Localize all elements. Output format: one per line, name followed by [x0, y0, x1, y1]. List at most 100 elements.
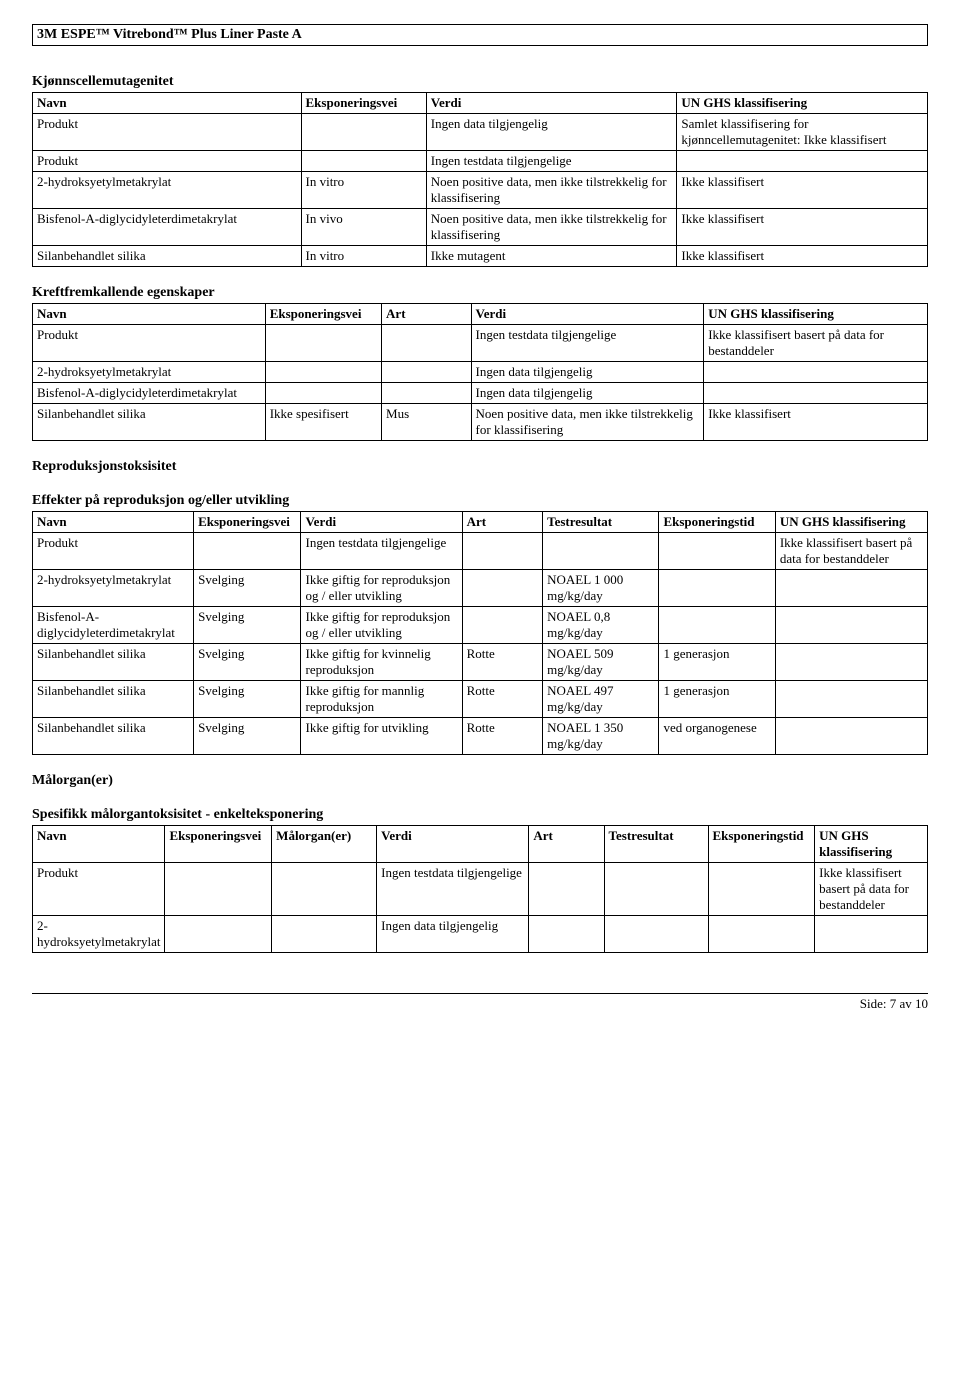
table-cell: Silanbehandlet silika	[33, 404, 266, 441]
table-cell	[659, 570, 775, 607]
table-kjonn: NavnEksponeringsveiVerdiUN GHS klassifis…	[32, 92, 928, 267]
table-header-row: NavnEksponeringsveiVerdiArtTestresultatE…	[33, 512, 928, 533]
table-cell: Bisfenol-A-diglycidyleterdimetakrylat	[33, 383, 266, 404]
table-row: Silanbehandlet silikaSvelgingIkke giftig…	[33, 718, 928, 755]
table-cell: Rotte	[462, 718, 543, 755]
table-cell: Produkt	[33, 863, 165, 916]
table-row: Silanbehandlet silikaIn vitroIkke mutage…	[33, 246, 928, 267]
table-header-cell: Art	[462, 512, 543, 533]
table-cell: Ikke klassifisert basert på data for bes…	[704, 325, 928, 362]
table-row: Silanbehandlet silikaSvelgingIkke giftig…	[33, 681, 928, 718]
table-header-cell: Navn	[33, 512, 194, 533]
table-cell: Rotte	[462, 681, 543, 718]
table-cell: Bisfenol-A-diglycidyleterdimetakrylat	[33, 209, 302, 246]
table-cell: Svelging	[194, 681, 301, 718]
table-cell: 2-hydroksyetylmetakrylat	[33, 916, 165, 953]
table-cell: NOAEL 1 000 mg/kg/day	[543, 570, 659, 607]
table-row: ProduktIngen testdata tilgjengelige	[33, 151, 928, 172]
table-header-cell: Verdi	[426, 93, 677, 114]
table-cell	[265, 383, 381, 404]
table-cell	[272, 863, 377, 916]
table-cell: Noen positive data, men ikke tilstrekkel…	[426, 172, 677, 209]
section-title-kreft: Kreftfremkallende egenskaper	[32, 285, 928, 301]
table-header-cell: Eksponeringstid	[708, 826, 815, 863]
table-cell: NOAEL 0,8 mg/kg/day	[543, 607, 659, 644]
table-row: Bisfenol-A-diglycidyleterdimetakrylatIn …	[33, 209, 928, 246]
table-cell: Ingen testdata tilgjengelige	[301, 533, 462, 570]
page-footer: Side: 7 av 10	[32, 993, 928, 1012]
table-cell: Silanbehandlet silika	[33, 246, 302, 267]
table-cell: Ingen data tilgjengelig	[426, 114, 677, 151]
table-cell: In vitro	[301, 172, 426, 209]
table-header-row: NavnEksponeringsveiMålorgan(er)VerdiArtT…	[33, 826, 928, 863]
table-row: Silanbehandlet silikaSvelgingIkke giftig…	[33, 644, 928, 681]
table-cell: Svelging	[194, 607, 301, 644]
table-cell: Ikke klassifisert basert på data for bes…	[775, 533, 927, 570]
table-header-cell: Verdi	[301, 512, 462, 533]
table-cell: Ikke klassifisert	[677, 172, 928, 209]
table-cell: Ikke klassifisert	[677, 246, 928, 267]
table-cell	[604, 863, 708, 916]
table-row: 2-hydroksyetylmetakrylatIngen data tilgj…	[33, 362, 928, 383]
table-header-cell: Verdi	[471, 304, 704, 325]
table-row: ProduktIngen testdata tilgjengeligeIkke …	[33, 533, 928, 570]
table-cell	[775, 644, 927, 681]
table-cell: In vivo	[301, 209, 426, 246]
table-row: 2-hydroksyetylmetakrylatSvelgingIkke gif…	[33, 570, 928, 607]
table-cell: 2-hydroksyetylmetakrylat	[33, 570, 194, 607]
table-cell: Ikke giftig for reproduksjon og / eller …	[301, 607, 462, 644]
table-row: Produkt Ingen data tilgjengeligSamlet kla…	[33, 114, 928, 151]
table-cell	[301, 114, 426, 151]
table-cell	[529, 863, 604, 916]
table-cell: Mus	[382, 404, 472, 441]
table-row: Bisfenol-A-diglycidyleterdimetakrylat Ing…	[33, 383, 928, 404]
section-title-kjonn: Kjønnscellemutagenitet	[32, 74, 928, 90]
table-kreft: NavnEksponeringsveiArtVerdiUN GHS klassi…	[32, 303, 928, 441]
table-cell: Ikke klassifisert	[677, 209, 928, 246]
table-header-row: NavnEksponeringsveiArtVerdiUN GHS klassi…	[33, 304, 928, 325]
table-cell	[659, 533, 775, 570]
table-cell: Ingen testdata tilgjengelige	[377, 863, 529, 916]
table-cell: Ikke giftig for reproduksjon og / eller …	[301, 570, 462, 607]
table-cell	[301, 151, 426, 172]
table-cell	[382, 383, 472, 404]
table-cell	[265, 362, 381, 383]
table-row: Bisfenol-A-diglycidyleterdimetakrylatSve…	[33, 607, 928, 644]
table-cell	[165, 916, 272, 953]
table-cell	[775, 718, 927, 755]
table-cell	[462, 533, 543, 570]
table-cell: Ikke klassifisert basert på data for bes…	[815, 863, 928, 916]
table-cell: Produkt	[33, 114, 302, 151]
table-cell	[462, 607, 543, 644]
table-cell: 1 generasjon	[659, 644, 775, 681]
table-header-cell: Eksponeringsvei	[301, 93, 426, 114]
table-cell	[265, 325, 381, 362]
table-cell: NOAEL 1 350 mg/kg/day	[543, 718, 659, 755]
table-cell	[272, 916, 377, 953]
table-cell: In vitro	[301, 246, 426, 267]
section-title-repro: Reproduksjonstoksisitet	[32, 459, 928, 475]
table-cell	[604, 916, 708, 953]
table-cell: NOAEL 509 mg/kg/day	[543, 644, 659, 681]
table-cell: Samlet klassifisering for kjønncellemuta…	[677, 114, 928, 151]
table-header-cell: Navn	[33, 304, 266, 325]
table-header-cell: Eksponeringsvei	[265, 304, 381, 325]
table-row: 2-hydroksyetylmetakrylatIn vitroNoen pos…	[33, 172, 928, 209]
table-cell: Ingen testdata tilgjengelige	[471, 325, 704, 362]
table-header-cell: Eksponeringsvei	[194, 512, 301, 533]
table-header-cell: Eksponeringstid	[659, 512, 775, 533]
table-header-cell: UN GHS klassifisering	[704, 304, 928, 325]
table-cell: Silanbehandlet silika	[33, 681, 194, 718]
table-cell: Produkt	[33, 151, 302, 172]
section-title-malorgan: Målorgan(er)	[32, 773, 928, 789]
table-cell: Ikke giftig for utvikling	[301, 718, 462, 755]
table-header-cell: Verdi	[377, 826, 529, 863]
table-cell	[382, 362, 472, 383]
table-spesifikk: NavnEksponeringsveiMålorgan(er)VerdiArtT…	[32, 825, 928, 953]
table-cell	[543, 533, 659, 570]
table-header-cell: UN GHS klassifisering	[815, 826, 928, 863]
table-cell: Svelging	[194, 570, 301, 607]
table-cell: Ingen data tilgjengelig	[471, 383, 704, 404]
table-header-row: NavnEksponeringsveiVerdiUN GHS klassifis…	[33, 93, 928, 114]
table-cell	[704, 362, 928, 383]
